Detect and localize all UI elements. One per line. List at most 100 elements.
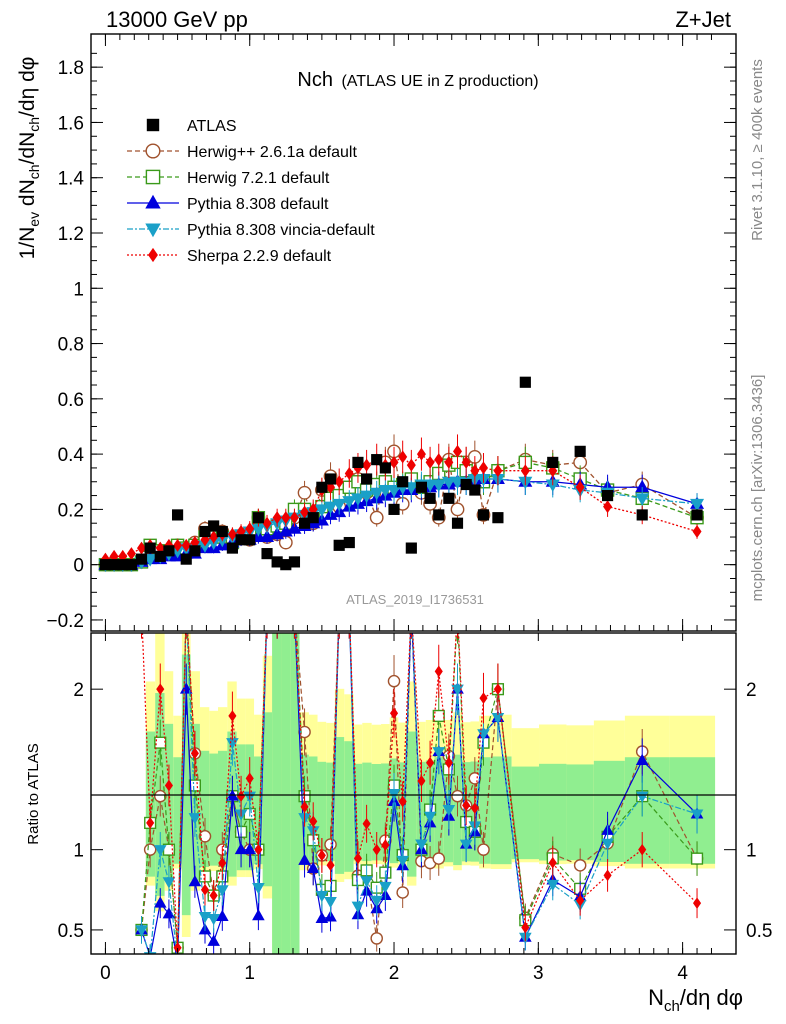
x-tick-label: 3 [533, 963, 544, 984]
series-point-pythia [635, 479, 650, 493]
ratio-point-pythia [243, 842, 257, 855]
series-point-sherpa [262, 516, 272, 530]
legend-marker-vincia [145, 223, 161, 238]
data-point-atlas [451, 517, 464, 529]
ratio-point-sherpa [548, 856, 557, 869]
series-point-vincia [359, 490, 374, 504]
data-point-atlas [324, 473, 337, 485]
legend-marker-pythia [145, 194, 161, 209]
x-axis-label: Nch/dη dφ [648, 985, 743, 1015]
ratio-band-inner [199, 750, 210, 868]
ratio-line-vincia [140, 633, 267, 954]
series-point-sherpa [434, 453, 444, 467]
ratio-point-pythia [271, 602, 284, 613]
ratio-band-inner [281, 633, 291, 954]
ratio-point-herwigpp [272, 603, 283, 614]
ratio-point-herwigpp [143, 843, 157, 856]
series-point-herwigpp [297, 485, 312, 500]
ratio-point-sherpa [309, 815, 318, 828]
data-point-atlas [343, 536, 355, 549]
data-point-atlas [333, 539, 345, 551]
ratio-point-sherpa [290, 603, 298, 615]
ratio-panel-series [135, 602, 704, 969]
series-point-vincia [323, 501, 338, 515]
ratio-point-herwigpp [370, 932, 383, 945]
series-point-sherpa [308, 502, 318, 516]
data-point-atlas [316, 481, 328, 493]
legend-marker-sherpa [148, 247, 158, 263]
ratio-point-vincia [135, 925, 148, 937]
ratio-point-vincia [601, 838, 614, 851]
data-point-atlas [379, 462, 391, 474]
analysis-watermark: ATLAS_2019_I1736531 [346, 592, 484, 607]
ratio-point-vincia [351, 901, 365, 913]
ratio-band-inner [511, 766, 540, 860]
ratio-point-vincia [459, 839, 473, 851]
ratio-point-vincia [423, 811, 437, 823]
data-point-atlas [397, 476, 409, 488]
x-tick-label: 0 [100, 963, 111, 984]
main-panel-series [98, 376, 705, 573]
ratio-band-inner [262, 712, 273, 887]
series-point-sherpa [406, 458, 416, 472]
data-point-atlas [298, 517, 311, 529]
series-point-sherpa [281, 511, 291, 525]
series-point-vincia [197, 540, 212, 553]
y-tick-label: 0.6 [58, 390, 84, 411]
series-point-sherpa [493, 464, 503, 478]
ratio-point-sherpa [182, 603, 190, 615]
ratio-point-herwig7 [262, 604, 273, 615]
data-point-atlas [226, 542, 238, 554]
ratio-point-vincia [451, 684, 464, 696]
series-point-sherpa [334, 475, 344, 489]
ratio-point-vincia [432, 747, 446, 759]
ratio-y-tick-label: 0.5 [58, 921, 84, 942]
data-point-atlas [108, 559, 120, 571]
ratio-point-vincia [288, 604, 301, 615]
ratio-point-sherpa [417, 775, 426, 787]
legend-label-data: ATLAS [187, 118, 237, 135]
data-point-atlas [415, 481, 428, 493]
data-point-atlas [601, 489, 614, 502]
ratio-point-herwigpp [289, 603, 300, 614]
ratio-line-herwig7 [140, 633, 267, 948]
data-point-atlas [280, 559, 292, 571]
data-point-atlas [547, 456, 559, 468]
data-point-atlas [135, 553, 148, 565]
ratio-point-vincia [171, 958, 184, 969]
y-tick-label: 0 [73, 556, 84, 577]
series-point-vincia [369, 487, 384, 501]
data-point-atlas [163, 545, 175, 557]
ratio-point-vincia [324, 896, 337, 909]
ratio-point-vincia [546, 879, 560, 892]
ratio-point-pythia [162, 907, 176, 919]
mcplots-label: mcplots.cern.ch [arXiv:1306.3436] [749, 375, 766, 602]
ratio-point-herwigpp [573, 859, 587, 872]
ratio-point-pythia [252, 909, 265, 921]
legend-marker-herwig7 [145, 169, 161, 185]
ratio-point-vincia [261, 604, 274, 615]
data-point-atlas [574, 445, 586, 457]
ratio-point-sherpa [300, 801, 309, 813]
x-tick-label: 1 [244, 963, 255, 984]
ratio-point-herwig7 [452, 609, 463, 620]
ratio-point-sherpa [362, 817, 371, 830]
ratio-point-pythia [153, 896, 167, 908]
series-point-sherpa [425, 455, 435, 469]
x-tick-label: 4 [677, 963, 688, 984]
series-point-sherpa [137, 541, 147, 555]
series-point-sherpa [520, 464, 530, 478]
ratio-point-herwig7 [181, 604, 192, 615]
ratio-point-pythia [207, 934, 220, 946]
ratio-point-sherpa [317, 849, 326, 862]
ratio-point-sherpa [190, 747, 199, 760]
plot-title-main: Nch [297, 69, 333, 91]
ratio-point-sherpa [254, 843, 263, 856]
legend-label-vincia: Pythia 8.308 vincia-default [187, 222, 375, 239]
ratio-point-sherpa [263, 603, 271, 615]
ratio-point-sherpa [237, 790, 246, 803]
ratio-point-vincia [690, 809, 704, 821]
ratio-point-herwigpp [432, 852, 446, 865]
series-point-sherpa [227, 527, 237, 541]
